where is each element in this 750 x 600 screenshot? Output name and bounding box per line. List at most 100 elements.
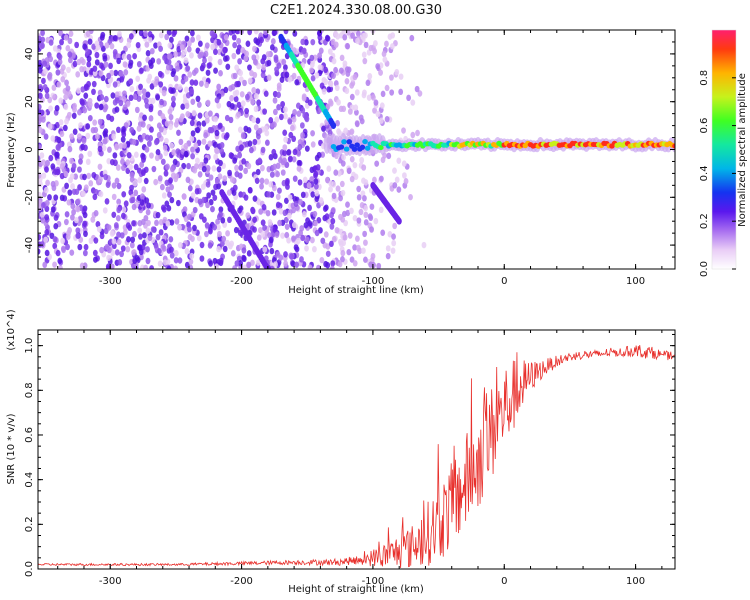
speckle — [242, 80, 247, 86]
speckle — [158, 46, 163, 52]
speckle — [83, 93, 88, 99]
speckle — [127, 54, 132, 60]
speckle — [247, 127, 252, 133]
speckle — [116, 164, 121, 170]
speckle — [284, 72, 289, 78]
speckle — [340, 55, 345, 61]
speckle — [168, 177, 173, 183]
speckle — [243, 168, 248, 174]
speckle — [244, 108, 249, 114]
speckle — [195, 157, 200, 163]
speckle — [116, 215, 121, 221]
speckle — [212, 195, 217, 201]
speckle — [138, 233, 143, 239]
speckle — [238, 127, 243, 133]
speckle — [53, 223, 58, 229]
speckle — [99, 247, 104, 253]
speckle — [229, 95, 234, 101]
speckle — [296, 238, 301, 244]
speckle — [288, 132, 293, 138]
speckle — [395, 177, 400, 183]
speckle — [391, 240, 396, 246]
speckle — [208, 110, 213, 116]
speckle — [98, 176, 103, 182]
speckle — [104, 104, 109, 110]
speckle — [205, 222, 210, 228]
speckle — [252, 46, 257, 52]
speckle — [333, 67, 338, 73]
speckle — [171, 87, 176, 93]
speckle — [132, 204, 137, 210]
speckle — [66, 67, 71, 73]
speckle — [379, 176, 384, 182]
speckle — [225, 230, 230, 236]
speckle — [168, 236, 173, 242]
speckle — [210, 30, 215, 36]
speckle — [359, 209, 364, 215]
speckle — [302, 95, 307, 101]
speckle — [58, 54, 63, 60]
speckle — [192, 110, 197, 116]
speckle — [198, 112, 203, 118]
speckle — [382, 51, 387, 57]
x-tick-label: 100 — [626, 276, 645, 287]
speckle — [52, 94, 57, 100]
speckle — [206, 192, 211, 198]
speckle — [207, 62, 212, 68]
speckle — [38, 181, 43, 187]
speckle — [217, 214, 222, 220]
speckle — [95, 40, 100, 46]
x-tick-label: -200 — [230, 576, 253, 587]
speckle — [235, 260, 240, 266]
speckle — [346, 249, 351, 255]
speckle — [91, 89, 96, 95]
speckle — [88, 38, 93, 44]
chart-root: C2E1.2024.330.08.00.G30 -300 -200 -100 0 100… — [0, 0, 750, 600]
speckle — [261, 72, 266, 78]
speckle — [155, 94, 160, 100]
speckle — [128, 62, 133, 68]
speckle — [261, 219, 266, 225]
speckle — [169, 37, 174, 43]
speckle — [355, 236, 360, 242]
speckle — [216, 246, 221, 252]
speckle — [170, 252, 175, 258]
speckle — [55, 169, 60, 175]
speckle — [130, 236, 135, 242]
speckle — [131, 249, 136, 255]
speckle — [72, 103, 77, 109]
speckle — [93, 237, 98, 243]
speckle — [180, 104, 185, 110]
speckle — [237, 58, 242, 64]
speckle — [162, 90, 167, 96]
speckle — [276, 202, 281, 208]
speckle — [409, 35, 414, 41]
speckle — [311, 141, 316, 147]
speckle — [57, 258, 62, 264]
x-tick-label: 100 — [626, 576, 645, 587]
speckle — [284, 28, 289, 34]
speckle — [363, 212, 368, 218]
speckle — [191, 130, 196, 136]
speckle — [247, 250, 252, 256]
speckle — [146, 228, 151, 234]
speckle — [81, 59, 86, 65]
speckle — [364, 219, 369, 225]
speckle — [119, 76, 124, 82]
speckle — [410, 99, 415, 105]
speckle — [91, 172, 96, 178]
speckle — [234, 165, 239, 171]
speckle — [94, 102, 99, 108]
speckle — [366, 80, 371, 86]
speckle — [58, 98, 63, 104]
y-tick-label: -40 — [24, 237, 35, 253]
speckle — [104, 42, 109, 48]
speckle — [113, 81, 118, 87]
speckle — [74, 189, 79, 195]
speckle — [45, 250, 50, 256]
y-tick-label: -20 — [24, 189, 35, 205]
speckle — [98, 164, 103, 170]
speckle — [55, 152, 60, 158]
speckle — [373, 40, 378, 46]
speckle — [208, 56, 213, 62]
